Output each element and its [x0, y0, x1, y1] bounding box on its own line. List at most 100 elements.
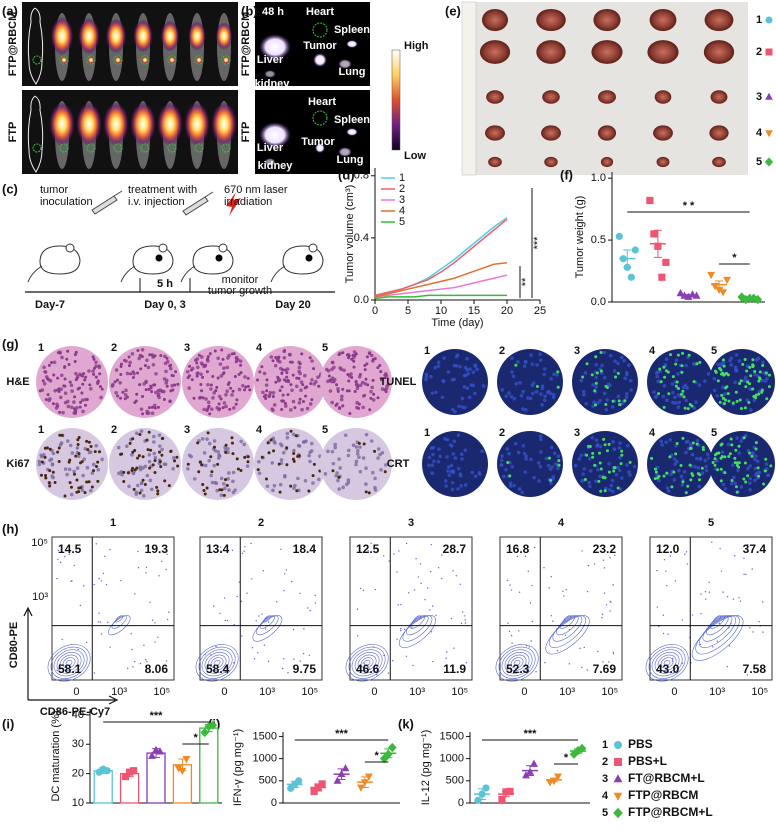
cell	[337, 487, 341, 491]
stain-spot	[264, 477, 268, 481]
cell	[542, 398, 547, 403]
event	[166, 553, 168, 556]
event	[166, 618, 169, 621]
stain-spot	[763, 469, 767, 473]
stain-spot	[48, 447, 52, 451]
interval-label: 5 h	[157, 278, 173, 290]
x-tick-label: 10³	[259, 686, 275, 698]
mouse-ear	[158, 243, 168, 253]
cell	[432, 459, 436, 464]
cell	[323, 472, 328, 476]
stain-spot	[98, 372, 102, 376]
event	[145, 572, 147, 574]
x-tick-label: 0	[221, 686, 227, 698]
cell	[662, 383, 667, 388]
cell	[445, 455, 449, 459]
stain-spot	[604, 384, 608, 388]
cell	[512, 483, 516, 488]
cell	[735, 436, 739, 440]
plot-frame	[349, 536, 473, 681]
cell	[452, 377, 457, 382]
cell	[296, 476, 300, 481]
day-label: Day-7	[35, 299, 65, 311]
event	[728, 645, 731, 647]
stain-spot	[85, 397, 89, 401]
stain-spot	[158, 460, 162, 464]
panel-label: (e)	[445, 3, 461, 18]
stain-spot	[692, 380, 696, 384]
cell	[337, 457, 341, 461]
cell	[583, 371, 588, 375]
cell	[52, 360, 57, 365]
cell	[705, 452, 710, 457]
cell	[504, 394, 509, 399]
event	[672, 657, 674, 660]
event	[550, 576, 553, 578]
stain-spot	[153, 459, 157, 463]
stain-spot	[722, 364, 726, 368]
stain-spot	[162, 397, 166, 401]
stain-spot	[234, 360, 238, 364]
cell	[202, 407, 206, 412]
stain-spot	[236, 467, 240, 471]
stain-spot	[365, 362, 369, 366]
stain-spot	[754, 447, 758, 451]
cell	[450, 481, 455, 485]
cell	[333, 442, 338, 447]
cell	[446, 469, 450, 473]
stain-spot	[233, 374, 237, 378]
stain-spot	[674, 384, 678, 388]
cell	[346, 453, 351, 458]
cell	[538, 450, 543, 454]
cell	[523, 470, 528, 474]
cell	[677, 468, 681, 473]
ruler	[461, 1, 477, 176]
cell	[324, 367, 329, 372]
stain-spot	[753, 370, 757, 374]
cell	[518, 381, 522, 385]
stain-spot	[680, 392, 684, 396]
stain-spot	[57, 446, 61, 450]
step-label: treatment with	[128, 184, 197, 196]
cell	[364, 432, 369, 437]
stain-spot	[669, 353, 673, 357]
event	[722, 591, 724, 593]
cell	[673, 395, 677, 400]
stain-spot	[690, 472, 694, 476]
group-label: 2	[756, 46, 762, 58]
stain-spot	[173, 459, 177, 463]
event	[518, 591, 521, 593]
cell	[199, 355, 204, 359]
stain-spot	[188, 364, 192, 368]
organ-label: Heart	[308, 96, 336, 108]
event	[209, 665, 212, 667]
event	[612, 584, 614, 586]
data-point	[383, 749, 393, 759]
stain-spot	[68, 481, 72, 485]
stain-spot	[122, 470, 126, 474]
cell	[703, 458, 708, 463]
stain-spot	[56, 450, 60, 454]
event	[246, 592, 248, 594]
event	[413, 589, 416, 591]
stain-spot	[623, 399, 627, 403]
stain-spot	[549, 478, 553, 482]
cell	[548, 391, 553, 396]
stain-spot	[218, 488, 222, 492]
stain-spot	[235, 398, 239, 402]
stain-spot	[66, 349, 70, 353]
fluorescence	[188, 21, 206, 51]
x-tick-label: 20	[501, 305, 513, 317]
cell	[540, 403, 544, 407]
stain-spot	[215, 385, 219, 389]
stain-label: Ki67	[6, 458, 29, 470]
cell	[449, 470, 454, 474]
event	[226, 666, 229, 668]
cell	[721, 482, 726, 487]
cell	[67, 467, 72, 472]
stain-spot	[277, 462, 281, 466]
stain-spot	[769, 464, 773, 468]
cell	[222, 401, 227, 405]
cell	[119, 470, 124, 474]
